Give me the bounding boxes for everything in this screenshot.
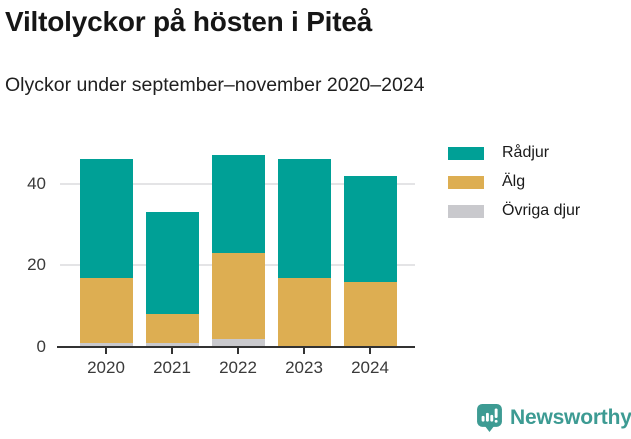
bar-segment-rådjur[interactable] xyxy=(145,212,199,315)
brand-name: Newsworthy xyxy=(510,406,631,429)
bar-segment-älg[interactable] xyxy=(343,281,397,347)
legend-swatch xyxy=(448,175,484,189)
x-axis-tick xyxy=(369,348,371,354)
x-axis-tick-label: 2020 xyxy=(87,358,125,377)
bar-segment-övriga-djur[interactable] xyxy=(211,338,265,347)
chart-title: Viltolyckor på hösten i Piteå xyxy=(5,6,373,37)
x-axis-tick-label: 2021 xyxy=(153,358,191,377)
bar-segment-älg[interactable] xyxy=(145,314,199,343)
x-axis-tick xyxy=(171,348,173,354)
bar-segment-rådjur[interactable] xyxy=(343,175,397,282)
bar-2021[interactable] xyxy=(145,212,199,347)
bar-2020[interactable] xyxy=(79,159,133,347)
brand-footer: Newsworthy xyxy=(477,404,631,432)
legend-item-övriga-djur: Övriga djur xyxy=(448,202,580,220)
bar-2024[interactable] xyxy=(343,175,397,347)
y-axis-tick-label: 0 xyxy=(36,337,46,356)
bar-segment-övriga-djur[interactable] xyxy=(145,342,199,347)
legend: Rådjur Älg Övriga djur xyxy=(448,144,580,220)
chart-subtitle: Olyckor under september–november 2020–20… xyxy=(5,74,425,96)
bar-2022[interactable] xyxy=(211,155,265,347)
y-axis-tick-label: 40 xyxy=(27,173,46,193)
legend-item-rådjur: Rådjur xyxy=(448,144,580,162)
x-axis-tick xyxy=(303,348,305,354)
x-axis-tick-label: 2024 xyxy=(351,358,389,377)
bar-segment-älg[interactable] xyxy=(211,253,265,339)
legend-swatch xyxy=(448,204,484,218)
bar-segment-rådjur[interactable] xyxy=(79,159,133,278)
bar-2023[interactable] xyxy=(277,159,331,347)
legend-label: Älg xyxy=(502,173,526,190)
x-axis-tick xyxy=(237,348,239,354)
legend-label: Övriga djur xyxy=(502,202,581,219)
x-axis-tick-label: 2023 xyxy=(285,358,323,377)
newsworthy-logo-icon xyxy=(477,404,502,432)
x-axis-tick xyxy=(105,348,107,354)
bar-segment-rådjur[interactable] xyxy=(211,155,265,254)
legend-item-älg: Älg xyxy=(448,173,580,191)
legend-label: Rådjur xyxy=(502,144,550,161)
bar-segment-övriga-djur[interactable] xyxy=(79,342,133,347)
x-axis-tick-label: 2022 xyxy=(219,358,257,377)
x-axis-line xyxy=(57,346,415,348)
legend-swatch xyxy=(448,146,484,160)
bar-segment-älg[interactable] xyxy=(79,277,133,343)
bar-segment-rådjur[interactable] xyxy=(277,159,331,278)
bar-segment-älg[interactable] xyxy=(277,277,331,347)
y-axis-tick-label: 20 xyxy=(27,255,46,275)
